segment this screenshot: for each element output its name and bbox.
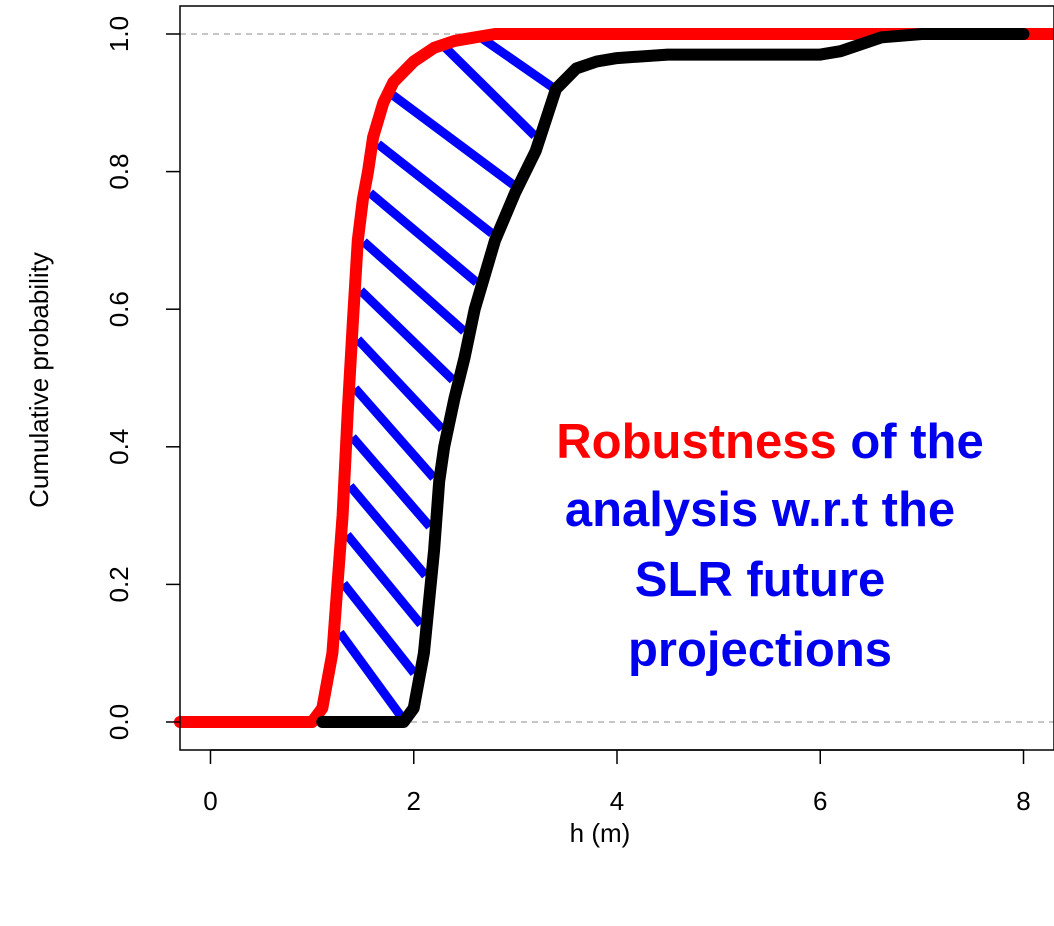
hatch-stroke-10 [375, 140, 495, 238]
hatch-stroke-1 [340, 580, 418, 676]
hatch-stroke-0 [336, 629, 407, 722]
y-tick-label-0.2: 0.2 [104, 566, 134, 602]
y-tick-label-0.8: 0.8 [104, 154, 134, 190]
y-tick-label-1.0: 1.0 [104, 16, 134, 52]
y-axis: 0.0 0.2 0.4 0.6 0.8 1.0 [104, 16, 180, 740]
annotation-line-1: Robustness of the [556, 415, 983, 469]
x-tick-label-4: 4 [610, 786, 624, 816]
hatch-stroke-2 [343, 532, 425, 628]
annotation-line-2: analysis w.r.t the [565, 483, 955, 537]
hatch-stroke-7 [357, 287, 457, 384]
hatch-stroke-11 [390, 91, 516, 189]
y-tick-label-0.6: 0.6 [104, 291, 134, 327]
x-tick-label-2: 2 [407, 786, 421, 816]
x-axis-title: h (m) [570, 818, 631, 848]
annotation-line-4: projections [628, 623, 892, 677]
hatch-stroke-9 [367, 189, 480, 286]
y-axis-title: Cumulative probability [24, 252, 54, 508]
y-tick-label-0.0: 0.0 [104, 704, 134, 740]
red-cdf-line [174, 28, 1054, 728]
x-axis: 0 2 4 6 8 [203, 749, 1031, 816]
x-tick-label-6: 6 [813, 786, 827, 816]
hatch-stroke-5 [351, 385, 438, 481]
x-tick-label-8: 8 [1016, 786, 1030, 816]
hatch-stroke-6 [354, 336, 446, 432]
annotation-of-the: of the [837, 415, 984, 469]
hatch-stroke-13 [478, 33, 555, 91]
hatch-region [336, 33, 555, 722]
hatch-stroke-4 [349, 434, 434, 530]
black-cdf-line [316, 28, 1030, 728]
x-tick-label-0: 0 [203, 786, 217, 816]
hatch-stroke-8 [360, 238, 468, 335]
hatch-stroke-12 [440, 43, 538, 140]
hatch-stroke-3 [346, 483, 430, 579]
series-lines [174, 28, 1054, 728]
annotation-line-3: SLR future [635, 553, 885, 607]
annotation-robustness: Robustness [556, 415, 836, 469]
y-tick-label-0.4: 0.4 [104, 429, 134, 465]
